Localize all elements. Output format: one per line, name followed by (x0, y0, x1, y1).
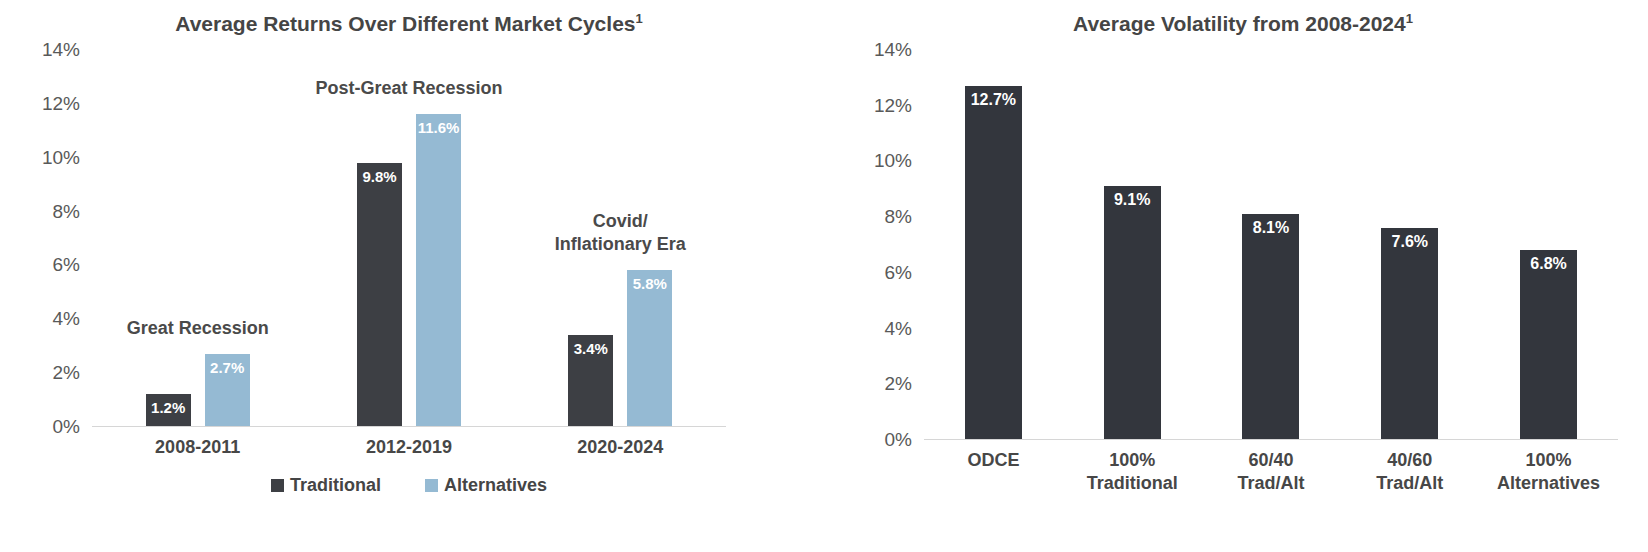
x-axis-label-line: 40/60 (1340, 449, 1479, 472)
x-axis: ODCE100%Traditional60/40Trad/Alt40/60Tra… (924, 449, 1618, 495)
bar-alternatives: 11.6% (416, 114, 461, 426)
annotation-line: Great Recession (82, 317, 313, 340)
y-tick-label: 10% (42, 147, 80, 169)
x-axis-label: 100%Traditional (1063, 449, 1202, 495)
legend-label: Traditional (290, 475, 381, 496)
x-axis-label-line: 2012-2019 (303, 436, 514, 459)
title-footnote-marker: 1 (1406, 11, 1413, 26)
group-annotation: Covid/Inflationary Era (505, 210, 736, 256)
bar-group: 9.8%11.6%Post-Great Recession (303, 50, 514, 426)
group-annotation: Great Recession (82, 317, 313, 340)
y-tick-label: 14% (42, 39, 80, 61)
x-axis-label: 2012-2019 (303, 436, 514, 459)
bar-group: 12.7% (924, 50, 1063, 439)
x-axis-label-line: ODCE (924, 449, 1063, 472)
bar-value-label: 1.2% (141, 399, 196, 416)
x-axis-label: ODCE (924, 449, 1063, 495)
legend-label: Alternatives (444, 475, 547, 496)
bar-value-label: 9.8% (352, 168, 407, 185)
bar-traditional: 3.4% (568, 335, 613, 426)
x-axis: 2008-20112012-20192020-2024 (92, 436, 726, 459)
bar-value-label: 6.8% (1515, 255, 1582, 273)
y-tick-label: 8% (885, 206, 912, 228)
bar-value-label: 8.1% (1237, 219, 1304, 237)
y-tick-label: 6% (53, 254, 80, 276)
y-tick-label: 6% (885, 262, 912, 284)
bar-value-label: 5.8% (622, 275, 677, 292)
bar-alternatives: 2.7% (205, 354, 250, 427)
volatility-chart-title: Average Volatility from 2008-20241 (868, 10, 1618, 38)
x-axis-label-line: Trad/Alt (1340, 472, 1479, 495)
bar-value-label: 12.7% (960, 91, 1027, 109)
bar-group: 7.6% (1340, 50, 1479, 439)
x-axis-label-line: 100% (1063, 449, 1202, 472)
bar-volatility: 8.1% (1242, 214, 1299, 439)
y-tick-label: 8% (53, 201, 80, 223)
bar-value-label: 2.7% (200, 359, 255, 376)
x-axis-label-line: 2008-2011 (92, 436, 303, 459)
title-footnote-marker: 1 (636, 11, 643, 26)
x-axis-label-line: Traditional (1063, 472, 1202, 495)
y-tick-label: 0% (53, 416, 80, 438)
returns-chart: Average Returns Over Different Market Cy… (36, 10, 726, 496)
bar-value-label: 7.6% (1376, 233, 1443, 251)
bar-group: 8.1% (1202, 50, 1341, 439)
plot-area: 12.7% 9.1% 8.1% 7.6% 6.8% (924, 50, 1618, 440)
y-tick-label: 4% (885, 318, 912, 340)
y-tick-label: 12% (42, 93, 80, 115)
bar-volatility: 12.7% (965, 86, 1022, 439)
legend-swatch-icon (271, 479, 284, 492)
bar-group: 3.4%5.8%Covid/Inflationary Era (515, 50, 726, 426)
legend-item: Traditional (271, 475, 381, 496)
x-axis-label: 40/60Trad/Alt (1340, 449, 1479, 495)
y-tick-label: 14% (874, 39, 912, 61)
y-tick-label: 10% (874, 150, 912, 172)
x-axis-label: 60/40Trad/Alt (1202, 449, 1341, 495)
x-axis-label-line: 100% (1479, 449, 1618, 472)
annotation-line: Inflationary Era (505, 233, 736, 256)
x-axis-label: 100%Alternatives (1479, 449, 1618, 495)
bar-volatility: 7.6% (1381, 228, 1438, 439)
returns-chart-body: 14%12%10%8%6%4%2%0% 1.2%2.7%Great Recess… (36, 50, 726, 427)
dual-chart-panel: Average Returns Over Different Market Cy… (0, 0, 1648, 552)
x-axis-label-line: Alternatives (1479, 472, 1618, 495)
y-tick-label: 0% (885, 429, 912, 451)
bar-group: 9.1% (1063, 50, 1202, 439)
bar-volatility: 6.8% (1520, 250, 1577, 439)
y-tick-label: 12% (874, 95, 912, 117)
title-text: Average Returns Over Different Market Cy… (175, 12, 635, 35)
y-tick-label: 4% (53, 308, 80, 330)
bar-value-label: 3.4% (563, 340, 618, 357)
volatility-chart-body: 14%12%10%8%6%4%2%0% 12.7%9.1%8.1%7.6%6.8… (868, 50, 1618, 440)
bar-volatility: 9.1% (1104, 186, 1161, 439)
y-tick-label: 2% (53, 362, 80, 384)
x-axis-label-line: Trad/Alt (1202, 472, 1341, 495)
legend: Traditional Alternatives (92, 475, 726, 496)
plot-area: 1.2%2.7%Great Recession9.8%11.6%Post-Gre… (92, 50, 726, 427)
bar-alternatives: 5.8% (627, 270, 672, 426)
bar-traditional: 1.2% (146, 394, 191, 426)
volatility-chart: Average Volatility from 2008-20241 14%12… (868, 10, 1618, 495)
legend-swatch-icon (425, 479, 438, 492)
x-axis-label-line: 2020-2024 (515, 436, 726, 459)
title-text: Average Volatility from 2008-2024 (1073, 12, 1406, 35)
group-annotation: Post-Great Recession (293, 77, 524, 100)
annotation-line: Post-Great Recession (293, 77, 524, 100)
returns-chart-title: Average Returns Over Different Market Cy… (36, 10, 726, 38)
annotation-line: Covid/ (505, 210, 736, 233)
y-axis: 14%12%10%8%6%4%2%0% (36, 50, 92, 427)
x-axis-label: 2020-2024 (515, 436, 726, 459)
bar-traditional: 9.8% (357, 163, 402, 426)
bar-group: 1.2%2.7%Great Recession (92, 50, 303, 426)
bar-value-label: 11.6% (411, 119, 466, 136)
bar-value-label: 9.1% (1099, 191, 1166, 209)
y-axis: 14%12%10%8%6%4%2%0% (868, 50, 924, 440)
x-axis-label-line: 60/40 (1202, 449, 1341, 472)
legend-item: Alternatives (425, 475, 547, 496)
y-tick-label: 2% (885, 373, 912, 395)
x-axis-label: 2008-2011 (92, 436, 303, 459)
bar-group: 6.8% (1479, 50, 1618, 439)
